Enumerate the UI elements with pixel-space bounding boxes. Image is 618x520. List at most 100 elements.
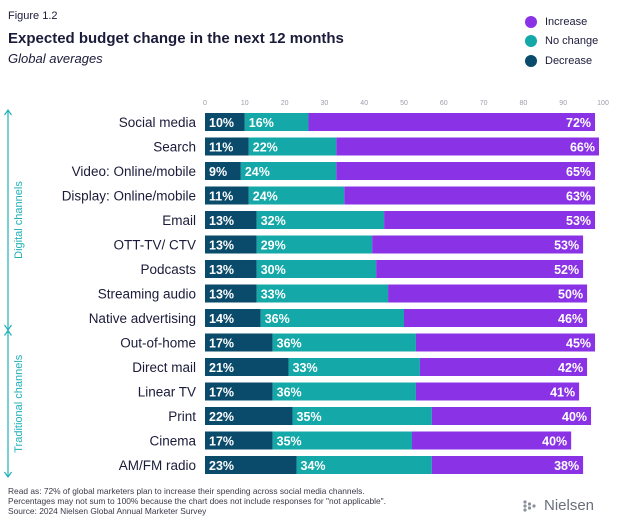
data-label-no-change-social-media: 16% bbox=[249, 116, 274, 130]
group-arrow-top-digital-channels bbox=[4, 108, 12, 116]
bar-increase-video-online-mobile bbox=[336, 162, 596, 180]
x-tick-label: 50 bbox=[400, 100, 408, 107]
legend-label-decrease: Decrease bbox=[545, 54, 593, 67]
legend-label-increase: Increase bbox=[545, 15, 588, 28]
bar-no-change-direct-mail bbox=[288, 358, 420, 376]
footnote-source: Source: 2024 Nielsen Global Annual Marke… bbox=[8, 506, 207, 516]
data-label-no-change-email: 32% bbox=[261, 214, 286, 228]
legend-swatch-decrease bbox=[525, 54, 537, 67]
legend-item-decrease: Decrease bbox=[525, 51, 598, 71]
bar-no-change-native-advertising bbox=[260, 309, 404, 327]
x-tick-label: 40 bbox=[360, 100, 368, 107]
data-label-increase-linear-tv: 41% bbox=[550, 385, 575, 399]
bar-decrease-display-online-mobile bbox=[205, 186, 249, 205]
bar-decrease-direct-mail bbox=[205, 358, 289, 376]
bar-decrease-native-advertising bbox=[205, 309, 261, 327]
chart-title: Expected budget change in the next 12 mo… bbox=[8, 30, 344, 47]
x-tick-label: 0 bbox=[203, 100, 207, 107]
bar-decrease-podcasts bbox=[205, 260, 257, 278]
data-label-decrease-cinema: 17% bbox=[209, 434, 234, 448]
bar-increase-native-advertising bbox=[404, 309, 588, 327]
bar-no-change-display-online-mobile bbox=[248, 186, 345, 205]
footnote-percentages: Percentages may not sum to 100% because … bbox=[8, 496, 386, 506]
nielsen-logo-icon bbox=[523, 499, 536, 512]
data-label-decrease-email: 13% bbox=[209, 214, 234, 228]
category-label-cinema: Cinema bbox=[149, 434, 196, 449]
bar-decrease-social-media bbox=[205, 113, 245, 131]
legend-label-no-change: No change bbox=[545, 35, 599, 48]
x-tick-label: 30 bbox=[321, 100, 329, 107]
bar-no-change-streaming-audio bbox=[256, 284, 389, 303]
data-label-decrease-direct-mail: 21% bbox=[209, 361, 234, 375]
category-label-am-fm-radio: AM/FM radio bbox=[119, 458, 196, 473]
data-label-increase-direct-mail: 42% bbox=[558, 361, 583, 375]
data-label-decrease-am-fm-radio: 23% bbox=[209, 459, 234, 473]
x-tick-label: 70 bbox=[480, 100, 488, 107]
data-label-increase-print: 40% bbox=[562, 410, 587, 424]
x-tick-label: 20 bbox=[281, 100, 289, 107]
figure-label: Figure 1.2 bbox=[8, 10, 58, 22]
data-label-decrease-streaming-audio: 13% bbox=[209, 287, 234, 301]
bar-decrease-am-fm-radio bbox=[205, 456, 297, 474]
data-label-increase-streaming-audio: 50% bbox=[558, 287, 583, 301]
data-label-decrease-video-online-mobile: 9% bbox=[209, 165, 227, 179]
data-label-no-change-direct-mail: 33% bbox=[293, 361, 318, 375]
data-label-increase-ott-tv-ctv: 53% bbox=[554, 238, 579, 252]
data-label-decrease-podcasts: 13% bbox=[209, 263, 234, 277]
group-arrow-bottom-traditional-channels bbox=[4, 471, 12, 479]
data-label-increase-am-fm-radio: 38% bbox=[554, 459, 579, 473]
data-label-no-change-podcasts: 30% bbox=[261, 263, 286, 277]
data-label-increase-email: 53% bbox=[566, 214, 591, 228]
data-label-no-change-ott-tv-ctv: 29% bbox=[261, 238, 286, 252]
x-tick-label: 10 bbox=[241, 100, 249, 107]
bar-increase-podcasts bbox=[376, 260, 584, 278]
bar-increase-direct-mail bbox=[419, 358, 588, 376]
category-label-print: Print bbox=[168, 409, 196, 424]
data-label-decrease-out-of-home: 17% bbox=[209, 336, 234, 350]
data-label-increase-out-of-home: 45% bbox=[566, 336, 591, 350]
x-tick-label: 60 bbox=[440, 100, 448, 107]
data-label-increase-social-media: 72% bbox=[566, 116, 591, 130]
data-label-decrease-search: 11% bbox=[209, 140, 233, 154]
category-label-out-of-home: Out-of-home bbox=[120, 336, 196, 351]
bar-decrease-streaming-audio bbox=[205, 284, 257, 303]
bar-decrease-video-online-mobile bbox=[205, 162, 241, 180]
data-label-no-change-linear-tv: 36% bbox=[277, 385, 302, 399]
bar-decrease-linear-tv bbox=[205, 382, 273, 401]
group-arrow-top-traditional-channels bbox=[4, 329, 12, 336]
data-label-no-change-cinema: 35% bbox=[277, 434, 302, 448]
data-label-decrease-display-online-mobile: 11% bbox=[209, 189, 233, 203]
bar-no-change-am-fm-radio bbox=[296, 456, 432, 474]
data-label-decrease-ott-tv-ctv: 13% bbox=[209, 238, 234, 252]
bar-no-change-search bbox=[248, 137, 337, 156]
bar-no-change-cinema bbox=[272, 431, 412, 450]
brand-name: Nielsen bbox=[544, 497, 595, 514]
legend-swatch-no-change bbox=[525, 35, 537, 48]
bar-decrease-email bbox=[205, 211, 257, 229]
data-label-increase-native-advertising: 46% bbox=[558, 312, 583, 326]
bar-increase-out-of-home bbox=[415, 333, 596, 352]
bar-no-change-email bbox=[256, 211, 385, 229]
data-label-increase-podcasts: 52% bbox=[554, 263, 579, 277]
data-label-increase-display-online-mobile: 63% bbox=[566, 189, 591, 203]
x-tick-label: 80 bbox=[520, 100, 528, 107]
x-tick-label: 90 bbox=[559, 100, 567, 107]
category-label-streaming-audio: Streaming audio bbox=[98, 287, 196, 302]
bar-decrease-out-of-home bbox=[205, 333, 273, 352]
category-label-video-online-mobile: Video: Online/mobile bbox=[72, 164, 196, 179]
legend: Increase No change Decrease bbox=[525, 12, 598, 71]
nielsen-brand: Nielsen bbox=[522, 497, 594, 514]
stacked-bar-chart: 0 10 20 30 40 50 60 70 80 90 100 Social media 10% 16%… bbox=[4, 100, 609, 479]
bar-increase-print bbox=[431, 407, 592, 425]
category-label-linear-tv: Linear TV bbox=[138, 385, 196, 400]
bar-decrease-ott-tv-ctv bbox=[205, 235, 257, 254]
bar-increase-email bbox=[384, 211, 596, 229]
bar-increase-streaming-audio bbox=[388, 284, 588, 303]
bar-decrease-print bbox=[205, 407, 293, 425]
bar-no-change-linear-tv bbox=[272, 382, 416, 401]
bar-no-change-out-of-home bbox=[272, 333, 416, 352]
x-tick-label: 100 bbox=[597, 100, 609, 107]
footnote-read-as: Read as: 72% of global marketers plan to… bbox=[8, 486, 365, 496]
legend-item-no-change: No change bbox=[525, 32, 598, 52]
category-label-social-media: Social media bbox=[119, 115, 197, 130]
